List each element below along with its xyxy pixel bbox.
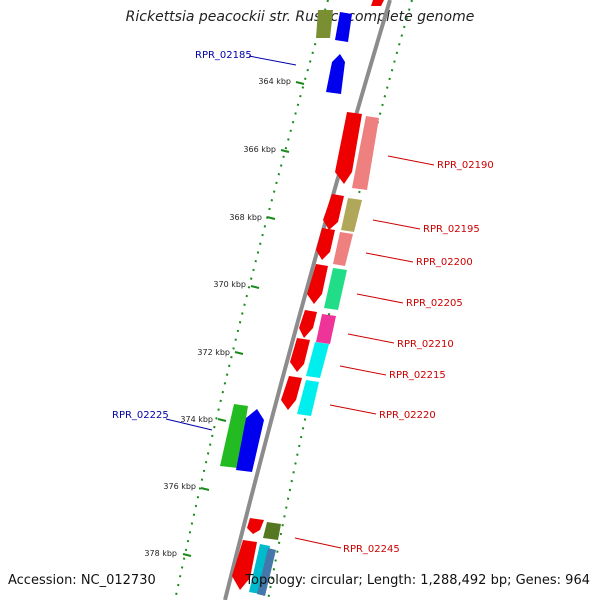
reverse-genes bbox=[232, 0, 384, 596]
tick-label: 372 kbp bbox=[197, 348, 230, 357]
tick-label: 370 kbp bbox=[213, 280, 246, 289]
tick-label: 378 kbp bbox=[144, 549, 177, 558]
tick-mark bbox=[266, 216, 276, 220]
genome-summary-text: Topology: circular; Length: 1,288,492 bp… bbox=[245, 573, 590, 588]
leader-line bbox=[329, 404, 377, 415]
gene-label[interactable]: RPR_02215 bbox=[389, 370, 446, 381]
tick-mark bbox=[234, 351, 244, 355]
gene-arrow-reverse[interactable] bbox=[307, 264, 328, 304]
genome-backbone bbox=[223, 0, 392, 600]
gene-arrow-reverse[interactable] bbox=[352, 116, 379, 190]
gene-arrow-reverse[interactable] bbox=[333, 232, 353, 266]
gene-label[interactable]: RPR_02210 bbox=[397, 339, 454, 350]
gene-label[interactable]: RPR_02200 bbox=[416, 257, 473, 268]
leader-line bbox=[365, 252, 414, 263]
gene-arrow-reverse[interactable] bbox=[297, 380, 319, 416]
leader-line bbox=[372, 219, 421, 230]
gene-arrow-reverse[interactable] bbox=[247, 518, 264, 534]
gene-arrow-reverse[interactable] bbox=[299, 310, 317, 338]
tick-label: 364 kbp bbox=[258, 77, 291, 86]
tick-mark bbox=[250, 285, 260, 289]
forward-genes bbox=[220, 10, 352, 540]
leader-line bbox=[339, 365, 387, 376]
gene-arrow-reverse[interactable] bbox=[316, 314, 336, 344]
gene-arrow-reverse[interactable] bbox=[371, 0, 384, 6]
leader-line bbox=[294, 537, 342, 549]
gene-label[interactable]: RPR_02220 bbox=[379, 410, 436, 421]
gene-arrow-reverse[interactable] bbox=[341, 198, 362, 232]
gene-arrow-reverse[interactable] bbox=[249, 544, 270, 594]
gene-arrow-reverse[interactable] bbox=[323, 194, 344, 230]
tick-mark bbox=[217, 418, 227, 422]
leader-line bbox=[165, 418, 213, 431]
gene-label[interactable]: RPR_02245 bbox=[343, 544, 400, 555]
gene-arrow-forward[interactable] bbox=[236, 409, 264, 472]
gene-label[interactable]: RPR_02190 bbox=[437, 160, 494, 171]
tick-mark bbox=[200, 487, 210, 491]
accession-text: Accession: NC_012730 bbox=[8, 573, 156, 588]
gene-labels: RPR_02185 RPR_02190 RPR_02195 RPR_02200 … bbox=[112, 50, 494, 555]
tick-mark bbox=[280, 149, 290, 153]
gene-arrow-forward[interactable] bbox=[220, 404, 248, 468]
gene-label[interactable]: RPR_02185 bbox=[195, 50, 252, 61]
tick-label: 368 kbp bbox=[229, 213, 262, 222]
gene-arrow-reverse[interactable] bbox=[306, 342, 329, 378]
gene-label[interactable]: RPR_02225 bbox=[112, 410, 169, 421]
gene-arrow-reverse[interactable] bbox=[324, 268, 347, 310]
tick-marks: 364 kbp 366 kbp 368 kbp 370 kbp 372 kbp … bbox=[144, 77, 305, 558]
leader-line bbox=[347, 333, 395, 344]
gene-arrow-forward[interactable] bbox=[316, 10, 333, 38]
gene-arrow-reverse[interactable] bbox=[335, 112, 362, 184]
gene-arrow-reverse[interactable] bbox=[316, 228, 335, 260]
tick-label: 376 kbp bbox=[163, 482, 196, 491]
outer-ring-right bbox=[267, 0, 413, 600]
gene-arrow-reverse[interactable] bbox=[232, 540, 257, 590]
tick-mark bbox=[295, 81, 305, 85]
tick-label: 374 kbp bbox=[180, 415, 213, 424]
gene-arrow-forward[interactable] bbox=[326, 54, 345, 94]
leader-line bbox=[248, 55, 297, 66]
gene-arrow-forward[interactable] bbox=[263, 522, 281, 540]
tick-label: 366 kbp bbox=[243, 145, 276, 154]
leader-line bbox=[387, 155, 435, 166]
gene-arrow-reverse[interactable] bbox=[281, 376, 302, 410]
leader-line bbox=[356, 293, 404, 304]
gene-label[interactable]: RPR_02195 bbox=[423, 224, 480, 235]
gene-arrow-reverse[interactable] bbox=[290, 338, 310, 372]
gene-label[interactable]: RPR_02205 bbox=[406, 298, 463, 309]
tick-mark bbox=[182, 553, 192, 557]
gene-arrow-forward[interactable] bbox=[335, 12, 352, 42]
gene-arrow-reverse[interactable] bbox=[257, 548, 276, 596]
